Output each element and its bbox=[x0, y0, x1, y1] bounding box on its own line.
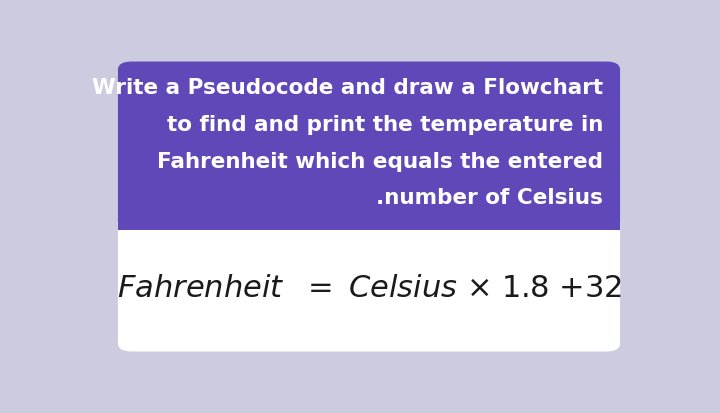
Bar bbox=[118, 197, 620, 230]
FancyBboxPatch shape bbox=[118, 62, 620, 230]
FancyBboxPatch shape bbox=[118, 62, 620, 352]
Text: Write a Pseudocode and draw a Flowchart: Write a Pseudocode and draw a Flowchart bbox=[92, 78, 603, 98]
Text: to find and print the temperature in: to find and print the temperature in bbox=[167, 115, 603, 135]
Text: .number of Celsius: .number of Celsius bbox=[377, 188, 603, 208]
Text: Fahrenheit which equals the entered: Fahrenheit which equals the entered bbox=[158, 151, 603, 171]
Text: $\mathit{Fahrenheit}$  $=$ $\mathit{Celsius}$ $\times$ $1.8$ $+32$: $\mathit{Fahrenheit}$ $=$ $\mathit{Celsi… bbox=[117, 273, 621, 304]
